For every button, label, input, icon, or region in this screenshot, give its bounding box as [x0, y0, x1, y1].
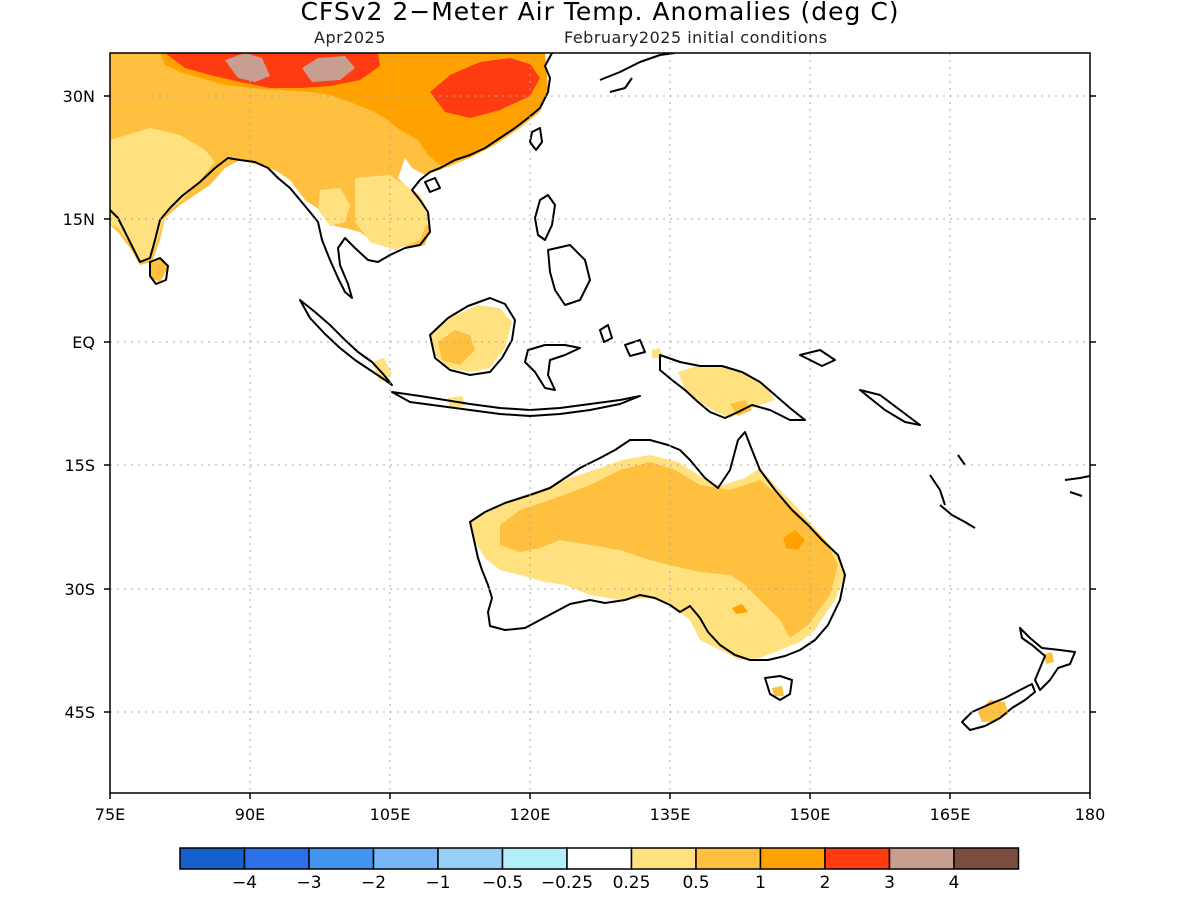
lon-label: 105E	[370, 805, 411, 824]
coast-hainan	[424, 177, 441, 193]
coast-tasmania	[764, 675, 793, 701]
legend-swatch	[437, 847, 504, 870]
legend-label: 0.25	[613, 873, 651, 893]
anomaly-field	[110, 53, 1054, 722]
lat-label: 45S	[64, 703, 95, 722]
legend-swatch	[630, 847, 697, 870]
legend-label: 4	[949, 873, 960, 893]
legend-label: 1	[755, 873, 766, 893]
coast-asia	[110, 53, 553, 299]
axis-labels: 30N 15N EQ 15S 30S 45S 75E 90E 105E 120E 135E 150E 1…	[63, 87, 1106, 824]
lon-label: 120E	[510, 805, 551, 824]
legend-label: −3	[296, 873, 321, 893]
legend-label: −0.25	[541, 873, 593, 893]
lat-label: 30N	[63, 87, 95, 106]
coast-sumatra	[299, 299, 393, 386]
map-title: CFSv2 2−Meter Air Temp. Anomalies (deg C…	[300, 0, 900, 26]
coast-japan	[599, 53, 676, 93]
coast-taiwan	[529, 127, 543, 151]
color-legend: −4 −3 −2 −1 −0.5 −0.25 0.25 0.5 1 2 3 4	[179, 847, 1020, 893]
coastlines	[110, 53, 1090, 731]
legend-swatch	[695, 847, 762, 870]
anomaly-new-guinea	[678, 365, 775, 418]
coast-halmahera	[599, 324, 646, 357]
anomaly-australia-1-2-south	[732, 604, 748, 614]
anomaly-tibet-3-4	[225, 53, 270, 82]
lat-label: 15S	[64, 456, 95, 475]
legend-label: −0.5	[482, 873, 523, 893]
anomaly-tibet-3-4-east	[302, 56, 355, 82]
legend-swatch	[953, 847, 1020, 870]
coast-philippines-south	[547, 244, 591, 306]
lon-label: 90E	[235, 805, 265, 824]
lon-label: 150E	[790, 805, 831, 824]
lon-label: 135E	[650, 805, 691, 824]
lon-label: 180	[1075, 805, 1106, 824]
anomaly-east-china-2-3	[430, 58, 540, 118]
coast-sulawesi	[524, 344, 581, 391]
legend-swatch	[308, 847, 375, 870]
grid-lines	[110, 53, 1090, 793]
legend-swatch	[566, 847, 633, 870]
legend-swatch	[759, 847, 826, 870]
anomaly-burma-0.25-0.5	[318, 188, 350, 226]
forecast-month: Apr2025	[314, 28, 386, 47]
map-frame	[109, 52, 1091, 794]
anomaly-australia-0.5-1	[500, 462, 838, 638]
lon-label: 75E	[95, 805, 125, 824]
anomaly-india-0.25-0.5	[110, 128, 215, 262]
anomaly-sri-lanka	[150, 258, 168, 282]
coast-new-caledonia	[939, 504, 976, 529]
legend-swatch	[372, 847, 439, 870]
coast-sri-lanka	[149, 257, 169, 285]
legend-label: 3	[884, 873, 895, 893]
coast-philippines-luzon	[534, 194, 556, 241]
legend-swatch	[179, 847, 246, 870]
legend-label: −2	[361, 873, 386, 893]
legend-swatch	[888, 847, 955, 870]
lat-label: 30S	[64, 580, 95, 599]
coast-borneo	[429, 297, 516, 376]
lon-label: 165E	[930, 805, 971, 824]
coast-nz-north	[1019, 627, 1076, 691]
legend-label: 0.5	[682, 873, 709, 893]
legend-label: −4	[232, 873, 257, 893]
coast-vanuatu	[929, 454, 966, 506]
lat-label: 15N	[63, 210, 95, 229]
anomaly-sumatra	[372, 358, 392, 382]
initial-conditions: February2025 initial conditions	[564, 28, 828, 47]
anomaly-indochina-0.25-0.5	[355, 175, 430, 250]
legend-swatch	[501, 847, 568, 870]
anomaly-tasmania	[772, 686, 784, 696]
anomaly-australia-1-2	[783, 530, 805, 550]
coast-new-guinea	[659, 354, 806, 421]
legend-label: −1	[425, 873, 450, 893]
coast-fiji	[1064, 475, 1090, 497]
lat-label: EQ	[72, 333, 95, 352]
anomaly-new-guinea-core	[730, 400, 752, 416]
legend-swatch	[243, 847, 310, 870]
legend-label: 2	[820, 873, 831, 893]
coast-nz-south	[961, 683, 1036, 731]
coast-bismarck	[799, 349, 921, 426]
anomaly-new-zealand-north	[1044, 652, 1054, 664]
anomaly-borneo-core	[438, 330, 475, 365]
coast-java	[391, 391, 641, 417]
legend-swatch	[824, 847, 891, 870]
coast-australia	[469, 431, 846, 661]
